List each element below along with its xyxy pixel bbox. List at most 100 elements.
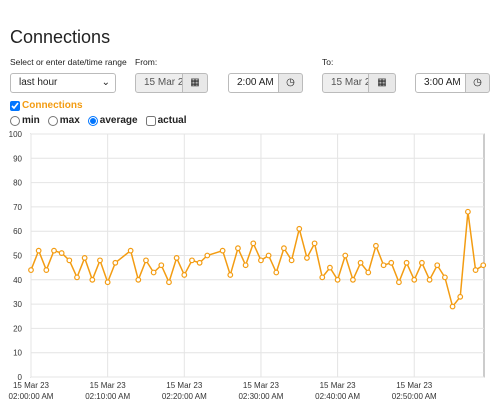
point bbox=[35, 247, 42, 254]
mode-label: actual bbox=[157, 115, 187, 126]
series-name: Connections bbox=[22, 100, 83, 111]
point bbox=[442, 274, 448, 281]
point bbox=[434, 262, 441, 269]
point bbox=[204, 252, 211, 259]
mode-group: min max average actual bbox=[10, 115, 187, 126]
y-tick-label: 50 bbox=[13, 252, 22, 261]
x-tick-label: 15 Mar 23 02:20:00 AM bbox=[162, 381, 207, 401]
point bbox=[235, 245, 241, 252]
x-tick-label: 15 Mar 23 02:10:00 AM bbox=[85, 381, 130, 401]
point bbox=[304, 255, 310, 261]
point bbox=[311, 240, 318, 247]
point bbox=[135, 276, 142, 283]
point bbox=[58, 250, 65, 256]
radio[interactable] bbox=[87, 115, 98, 126]
point bbox=[66, 257, 73, 264]
point bbox=[288, 257, 295, 264]
y-tick-label: 30 bbox=[13, 300, 22, 309]
point bbox=[296, 225, 303, 232]
point bbox=[242, 262, 249, 269]
from-date[interactable]: 15 Mar 2 bbox=[135, 73, 183, 93]
radio[interactable] bbox=[47, 115, 58, 126]
point bbox=[396, 279, 402, 286]
point bbox=[166, 279, 172, 286]
point bbox=[350, 276, 356, 283]
y-tick-label: 0 bbox=[18, 373, 23, 382]
from-label: From: bbox=[135, 57, 158, 67]
point bbox=[365, 269, 372, 276]
series-toggle[interactable]: Connections bbox=[10, 100, 83, 111]
y-tick-label: 20 bbox=[13, 324, 22, 333]
point bbox=[89, 276, 96, 283]
clock-button[interactable]: ◷ bbox=[465, 73, 490, 93]
x-tick-label: 15 Mar 23 02:40:00 AM bbox=[315, 381, 360, 401]
y-tick-label: 40 bbox=[13, 276, 22, 285]
point bbox=[150, 269, 157, 276]
point bbox=[227, 272, 234, 278]
point bbox=[74, 274, 80, 281]
point bbox=[28, 267, 34, 273]
point bbox=[465, 208, 471, 215]
clock-button[interactable]: ◷ bbox=[278, 73, 303, 93]
point bbox=[449, 303, 456, 310]
point bbox=[273, 269, 280, 276]
point bbox=[196, 259, 203, 266]
point bbox=[250, 240, 257, 247]
point bbox=[265, 252, 272, 259]
y-tick-label: 60 bbox=[13, 227, 22, 236]
point bbox=[457, 293, 464, 300]
point bbox=[258, 257, 264, 264]
calendar-button[interactable]: ▦ bbox=[368, 73, 396, 93]
point bbox=[373, 242, 379, 249]
range-selected: last hour bbox=[19, 77, 58, 88]
y-tick-label: 90 bbox=[13, 154, 22, 163]
range-select[interactable]: last hour ⌄ bbox=[10, 73, 116, 93]
point bbox=[327, 264, 333, 271]
mode-option[interactable]: max bbox=[47, 115, 80, 126]
mode-option[interactable]: average bbox=[87, 115, 138, 126]
point bbox=[319, 274, 326, 281]
point bbox=[480, 262, 487, 269]
point bbox=[104, 279, 111, 286]
point bbox=[281, 245, 287, 252]
y-tick-label: 70 bbox=[13, 203, 22, 212]
line bbox=[30, 211, 484, 309]
checkbox[interactable] bbox=[145, 115, 156, 126]
calendar-button[interactable]: ▦ bbox=[182, 73, 208, 93]
point bbox=[173, 255, 180, 261]
point bbox=[181, 272, 188, 278]
point bbox=[189, 257, 195, 264]
point bbox=[219, 247, 226, 254]
point bbox=[158, 262, 165, 269]
mode-label: average bbox=[99, 115, 138, 126]
point bbox=[342, 252, 349, 259]
point bbox=[97, 257, 103, 264]
y-tick-label: 80 bbox=[13, 179, 22, 188]
to-label: To: bbox=[322, 57, 334, 67]
point bbox=[127, 247, 134, 254]
point bbox=[426, 276, 433, 283]
mode-label: max bbox=[59, 115, 80, 126]
arrow: ⌄ bbox=[101, 77, 110, 88]
point bbox=[112, 259, 119, 266]
x-tick-label: 15 Mar 23 02:50:00 AM bbox=[392, 381, 437, 401]
point bbox=[388, 259, 395, 266]
point bbox=[472, 267, 479, 273]
title: Connections bbox=[10, 27, 111, 47]
mode-option[interactable]: min bbox=[10, 115, 40, 126]
mode-option[interactable]: actual bbox=[145, 115, 187, 126]
x-tick-label: 15 Mar 23 02:30:00 AM bbox=[238, 381, 283, 401]
point bbox=[81, 255, 88, 261]
point bbox=[143, 257, 149, 264]
x-tick-label: 15 Mar 23 02:00:00 AM bbox=[9, 381, 54, 401]
radio[interactable] bbox=[10, 115, 20, 126]
point bbox=[357, 259, 364, 266]
mode-label: min bbox=[22, 115, 40, 126]
point bbox=[403, 259, 410, 266]
checkbox[interactable] bbox=[10, 100, 20, 111]
y-tick-label: 10 bbox=[13, 349, 22, 358]
y-tick-label: 100 bbox=[9, 130, 23, 139]
point bbox=[334, 276, 341, 283]
